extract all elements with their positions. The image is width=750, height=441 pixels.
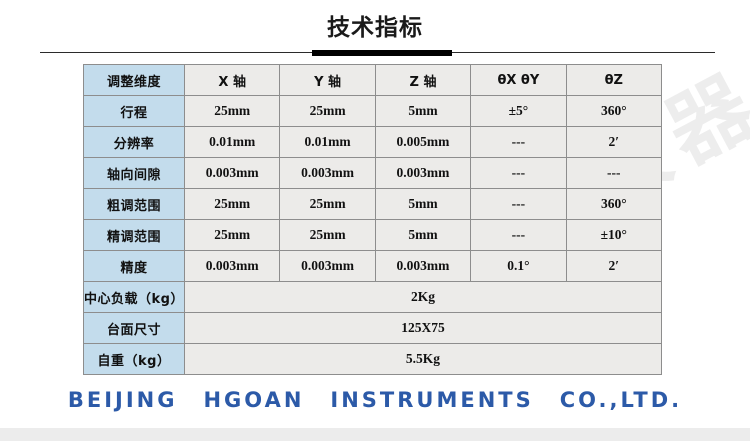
row-header-cell: 分辨率	[83, 126, 185, 158]
table-cell: ---	[470, 188, 567, 220]
table-cell: 0.01mm	[183, 126, 281, 158]
table-cell: 0.003mm	[374, 157, 472, 189]
table-cell: 2′	[565, 250, 663, 282]
table-cell-merged: 2Kg	[184, 281, 662, 313]
column-header-cell: X 轴	[183, 64, 281, 96]
table-cell: 0.003mm	[374, 250, 472, 282]
table-cell: ±10°	[565, 219, 663, 251]
table-row: 轴向间隙 0.003mm 0.003mm 0.003mm --- ---	[83, 157, 663, 189]
column-header-cell: Z 轴	[374, 64, 472, 96]
row-header-cell: 自重（kg）	[83, 343, 185, 375]
table-row: 精调范围 25mm 25mm 5mm --- ±10°	[83, 219, 663, 251]
row-header-cell: 精调范围	[83, 219, 185, 251]
table-row: 粗调范围 25mm 25mm 5mm --- 360°	[83, 188, 663, 220]
column-header-cell: Y 轴	[279, 64, 376, 96]
table-row: 分辨率 0.01mm 0.01mm 0.005mm --- 2′	[83, 126, 663, 158]
table-cell-merged: 5.5Kg	[184, 343, 662, 375]
table-cell: 2′	[565, 126, 663, 158]
table-cell: 25mm	[183, 95, 281, 127]
table-row: 精度 0.003mm 0.003mm 0.003mm 0.1° 2′	[83, 250, 663, 282]
row-header-cell: 台面尺寸	[83, 312, 185, 344]
table-cell: ---	[470, 157, 567, 189]
row-header-cell: 行程	[83, 95, 185, 127]
table-cell: 0.003mm	[279, 157, 376, 189]
title-divider	[40, 50, 715, 56]
table-row: 自重（kg） 5.5Kg	[83, 343, 662, 375]
footer-word: INSTRUMENTS	[330, 388, 534, 412]
table-cell: 0.1°	[470, 250, 567, 282]
column-header-cell: θX θY	[470, 64, 567, 96]
company-footer: BEIJING HGOAN INSTRUMENTS CO.,LTD.	[0, 388, 750, 412]
table-cell: 360°	[565, 188, 663, 220]
table-cell: 25mm	[279, 219, 376, 251]
table-cell: 25mm	[183, 219, 281, 251]
table-cell: 5mm	[374, 95, 472, 127]
table-cell-merged: 125X75	[184, 312, 662, 344]
table-row: 中心负载（kg） 2Kg	[83, 281, 662, 313]
column-header-cell: θZ	[565, 64, 663, 96]
table-cell: 25mm	[279, 188, 376, 220]
footer-band	[0, 428, 750, 441]
row-header-cell: 中心负载（kg）	[83, 281, 185, 313]
table-cell: 0.01mm	[279, 126, 376, 158]
page-title: 技术指标	[327, 15, 423, 41]
table-cell: 0.003mm	[183, 157, 281, 189]
table-cell: 0.003mm	[279, 250, 376, 282]
table-cell: 5mm	[374, 188, 472, 220]
footer-word: BEIJING	[67, 388, 178, 412]
table-cell: 0.005mm	[374, 126, 472, 158]
table-cell: 0.003mm	[183, 250, 281, 282]
table-cell: 5mm	[374, 219, 472, 251]
table-cell: 360°	[565, 95, 663, 127]
table-cell: 25mm	[183, 188, 281, 220]
table-row: 行程 25mm 25mm 5mm ±5° 360°	[83, 95, 663, 127]
table-cell: ---	[565, 157, 663, 189]
table-cell: ---	[470, 126, 567, 158]
row-header-cell: 粗调范围	[83, 188, 185, 220]
row-header-cell: 精度	[83, 250, 185, 282]
footer-word: CO.,LTD.	[559, 388, 683, 412]
table-cell: 25mm	[279, 95, 376, 127]
row-header-cell: 轴向间隙	[83, 157, 185, 189]
table-cell: ---	[470, 219, 567, 251]
row-header-cell: 调整维度	[83, 64, 185, 96]
table-cell: ±5°	[470, 95, 567, 127]
footer-word: HGOAN	[203, 388, 305, 412]
table-row: 台面尺寸 125X75	[83, 312, 662, 344]
divider-thick-accent	[312, 50, 452, 56]
